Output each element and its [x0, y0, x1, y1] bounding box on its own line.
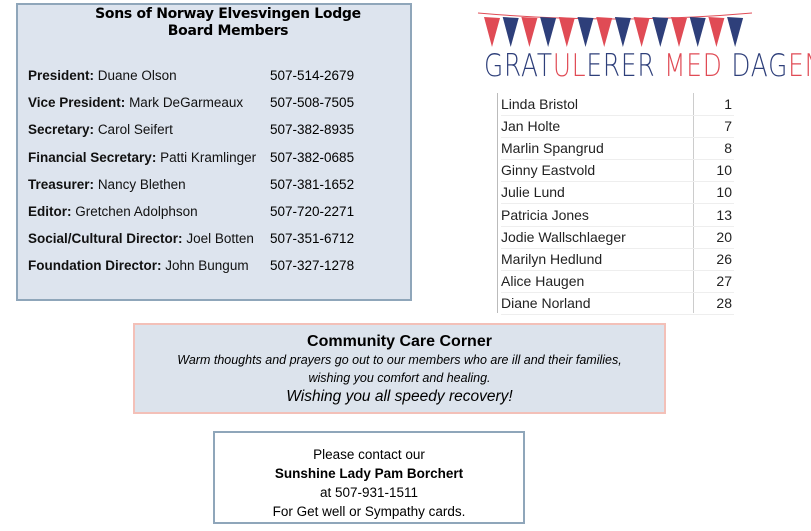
birthday-table: Linda Bristol 1 Jan Holte 7 Marlin Spangrud 8… — [497, 93, 735, 315]
bunting-flag — [540, 17, 557, 47]
board-member-row: Financial Secretary: Patti Kramlinger — [28, 150, 256, 165]
member-phone: 507-381-1652 — [270, 176, 355, 192]
board-member-row: Editor: Gretchen Adolphson — [28, 204, 198, 219]
bunting-flag — [708, 17, 725, 47]
birthday-row: Jodie Wallschlaeger 20 — [501, 226, 734, 249]
member-phone: 507-382-0685 — [270, 149, 355, 165]
birthday-name: Marilyn Hedlund — [501, 250, 603, 267]
bunting-banner-icon — [477, 12, 753, 47]
birthday-row: Marilyn Hedlund 26 — [501, 248, 734, 271]
community-care-corner: Community Care Corner Warm thoughts and … — [133, 323, 666, 414]
birthday-row: Julie Lund 10 — [501, 181, 734, 205]
member-role: President: — [28, 68, 95, 83]
member-role: Secretary: — [28, 122, 95, 138]
bunting-flag — [652, 17, 669, 47]
member-role: Social/Cultural Director: — [28, 231, 183, 247]
birthday-day: 27 — [716, 272, 732, 289]
member-phone: 507-327-1278 — [270, 258, 355, 274]
member-name: Joel Botten — [186, 231, 254, 247]
birthday-day: 13 — [716, 206, 732, 223]
birthday-day: 10 — [716, 162, 732, 179]
birthday-row: Ginny Eastvold 10 — [501, 159, 734, 183]
birthday-day: 20 — [716, 228, 732, 245]
member-name: Mark DeGarmeaux — [129, 95, 244, 111]
bunting-flag — [558, 17, 575, 47]
care-line-3: Wishing you all speedy recovery! — [286, 388, 513, 405]
birthday-row: Linda Bristol 1 — [501, 93, 734, 116]
sunshine-line-2: Sunshine Lady Pam Borchert — [274, 466, 464, 481]
board-member-row: President: Duane Olson — [28, 68, 177, 83]
board-member-row: Foundation Director: John Bungum — [28, 258, 249, 273]
birthday-day: 26 — [716, 250, 732, 267]
member-role: Vice President: — [28, 95, 126, 111]
birthday-name: Linda Bristol — [501, 96, 579, 112]
member-name: John Bungum — [165, 258, 249, 274]
birthday-name: Ginny Eastvold — [501, 162, 596, 179]
board-member-row: Vice President: Mark DeGarmeaux — [28, 95, 243, 110]
bunting-flag — [577, 17, 594, 47]
birthday-name: Jan Holte — [501, 118, 561, 135]
birthday-name: Jodie Wallschlaeger — [501, 228, 626, 245]
sunshine-line-3: at 507-931-1511 — [319, 485, 419, 500]
member-name: Gretchen Adolphson — [75, 204, 198, 219]
board-member-row: Secretary: Carol Seifert — [28, 122, 173, 137]
bunting-flag — [614, 17, 631, 47]
birthday-row: Diane Norland 28 — [501, 292, 734, 315]
board-title: Sons of Norway Elvesvingen Lodge Board M… — [95, 6, 361, 39]
birthday-day: 8 — [724, 140, 732, 157]
care-title: Community Care Corner — [307, 333, 492, 350]
member-phone: 507-514-2679 — [270, 68, 355, 83]
sunshine-line-4: For Get well or Sympathy cards. — [272, 504, 466, 519]
bunting-flag — [727, 17, 744, 47]
member-name: Duane Olson — [97, 68, 177, 83]
birthday-row: Patricia Jones 13 — [501, 204, 734, 227]
birthday-row: Alice Haugen 27 — [501, 270, 734, 293]
birthday-heading: GRATULERER MED DAGEN! — [484, 48, 811, 84]
member-name: Nancy Blethen — [97, 176, 186, 192]
birthday-name: Alice Haugen — [501, 272, 585, 289]
member-name: Carol Seifert — [97, 122, 173, 138]
care-line-2: wishing you comfort and healing. — [308, 371, 491, 385]
sunshine-line-1: Please contact our — [313, 447, 425, 462]
birthday-day: 10 — [716, 184, 732, 201]
sunshine-box: Please contact our Sunshine Lady Pam Bor… — [213, 431, 525, 524]
bunting-flag — [633, 17, 650, 47]
birthday-name: Diane Norland — [501, 294, 591, 311]
member-role: Editor: — [28, 204, 72, 219]
birthday-day: 7 — [724, 118, 732, 135]
board-member-row: Social/Cultural Director: Joel Botten — [28, 231, 254, 246]
board-members-box: Sons of Norway Elvesvingen Lodge Board M… — [16, 3, 412, 301]
birthday-row: Marlin Spangrud 8 — [501, 137, 734, 161]
member-name: Patti Kramlinger — [160, 149, 257, 165]
member-phone: 507-382-8935 — [270, 122, 355, 138]
board-member-row: Treasurer: Nancy Blethen — [28, 177, 186, 192]
birthday-day: 28 — [716, 294, 732, 311]
member-phone: 507-720-2271 — [270, 204, 355, 219]
birthday-row: Jan Holte 7 — [501, 115, 734, 139]
birthday-name: Patricia Jones — [501, 206, 589, 223]
member-role: Foundation Director: — [28, 258, 162, 274]
bunting-flag — [671, 17, 687, 47]
birthday-day: 1 — [724, 96, 732, 112]
care-line-1: Warm thoughts and prayers go out to our … — [177, 353, 622, 367]
birthday-name: Marlin Spangrud — [501, 140, 604, 157]
member-phone: 507-351-6712 — [270, 231, 355, 247]
member-phone: 507-508-7505 — [270, 95, 355, 111]
bunting-flag — [484, 17, 500, 47]
bunting-flag — [596, 17, 613, 47]
bunting-flag — [689, 17, 706, 47]
bunting-flag — [521, 17, 538, 47]
member-role: Treasurer: — [28, 176, 95, 192]
bunting-flag — [502, 17, 519, 47]
member-role: Financial Secretary: — [28, 149, 157, 165]
birthday-name: Julie Lund — [501, 184, 565, 201]
